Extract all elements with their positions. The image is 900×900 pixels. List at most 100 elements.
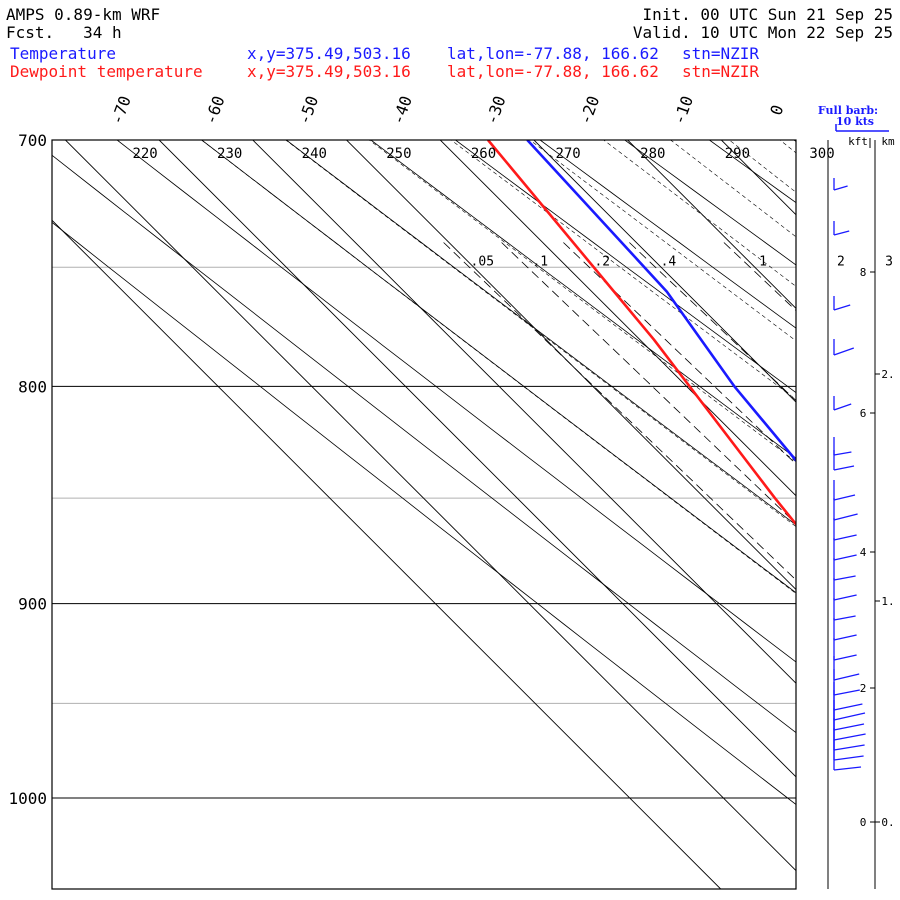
temperature-tick-label: -10 — [669, 93, 697, 127]
theta-label: 260 — [471, 146, 496, 162]
moist-adiabat — [368, 140, 796, 463]
moist-adiabat — [529, 140, 796, 342]
wind-barb-flag — [833, 703, 863, 711]
pressure-tick-label: 900 — [18, 595, 47, 614]
height-label: 0. — [881, 816, 894, 829]
temperature-tick-label: -40 — [388, 93, 416, 127]
theta-label: 250 — [386, 146, 411, 162]
temperature-tick-label: -60 — [201, 93, 229, 127]
isotherm — [626, 140, 796, 310]
height-label: 6 — [860, 407, 867, 420]
wind-barb-flag — [833, 689, 860, 696]
temperature-tick-label: -70 — [107, 93, 135, 127]
mixing-ratio-line — [629, 242, 796, 402]
plot-frame — [51, 139, 797, 890]
isotherm — [252, 140, 796, 684]
wind-barb-flag — [833, 575, 856, 581]
dry-adiabat — [370, 140, 796, 459]
temperature-tick-label: -30 — [482, 93, 510, 127]
mixing-ratio-line — [563, 242, 796, 465]
dry-adiabat — [687, 3, 900, 900]
mixing-ratio-line — [885, 243, 900, 900]
dry-adiabat — [201, 140, 796, 594]
isotherm — [720, 140, 796, 216]
theta-label: 230 — [217, 146, 242, 162]
isotherm — [158, 140, 796, 778]
height-label: 2 — [860, 682, 867, 695]
mixing-ratio-label: .4 — [661, 255, 677, 270]
height-label: 8 — [860, 266, 867, 279]
pressure-tick-label: 700 — [18, 131, 47, 150]
wind-barb-flag — [833, 513, 858, 521]
full-barb-units: 10 kts — [836, 115, 874, 128]
wind-barb-flag — [833, 185, 848, 191]
valid-time: Valid. 10 UTC Mon 22 Sep 25 — [632, 23, 893, 42]
moist-adiabat — [450, 140, 796, 400]
wind-barb-flag — [833, 615, 856, 621]
dry-adiabat — [116, 140, 796, 663]
wind-barb-flag — [833, 723, 865, 731]
isotherm — [439, 140, 796, 497]
dry-adiabat — [708, 140, 796, 204]
theta-label: 240 — [302, 146, 327, 162]
moist-adiabat — [285, 140, 796, 527]
dry-adiabat — [52, 221, 796, 806]
mixing-ratio-label: 3 — [885, 255, 893, 270]
temperature-tick-label: -50 — [294, 93, 322, 127]
theta-label: 270 — [555, 146, 580, 162]
wind-barb-flag — [833, 304, 851, 311]
mixing-ratio-label: 2 — [837, 255, 845, 270]
wind-barb-flag — [833, 451, 852, 456]
isotherm — [533, 140, 796, 403]
temperature-tick-label: -20 — [576, 93, 604, 127]
wind-barb-flag — [833, 534, 857, 541]
theta-label: 280 — [640, 146, 665, 162]
legend-dewpoint-latlon: lat,lon=-77.88, 166.62 — [447, 62, 659, 81]
full-barb-label: Full barb: — [818, 104, 878, 117]
mixing-ratio-label: 1 — [759, 255, 767, 270]
theta-label: 300 — [809, 146, 834, 162]
moist-adiabat — [201, 140, 796, 594]
isotherm — [775, 100, 900, 889]
height-label: 4 — [860, 546, 867, 559]
mixing-ratio-line — [723, 242, 796, 312]
wind-barb-flag — [833, 347, 855, 356]
pressure-tick-label: 800 — [18, 377, 47, 396]
wind-barb-flag — [833, 403, 852, 411]
theta-label: 220 — [132, 146, 157, 162]
wind-barb-flag — [833, 755, 864, 761]
legend-temperature-stn: stn=NZIR — [682, 44, 760, 63]
pressure-tick-label: 1000 — [8, 789, 47, 808]
legend-temperature-latlon: lat,lon=-77.88, 166.62 — [447, 44, 659, 63]
wind-barb-flag — [833, 766, 862, 771]
mixing-ratio-line — [802, 243, 900, 900]
temperature-profile — [526, 140, 796, 463]
height-label: 1. — [881, 595, 894, 608]
forecast-hour: Fcst. 34 h — [6, 23, 122, 42]
dry-adiabat — [52, 154, 796, 734]
legend-temperature-name: Temperature — [10, 44, 116, 63]
wind-barb-flag — [833, 230, 850, 236]
height-label: 2. — [881, 368, 894, 381]
wind-barb-flag — [833, 494, 856, 501]
wind-barb-flag — [833, 744, 865, 751]
temperature-tick-label: 0 — [766, 102, 787, 118]
moist-adiabat — [670, 140, 796, 238]
legend-temperature-xy: x,y=375.49,503.16 — [247, 44, 411, 63]
init-time: Init. 00 UTC Sun 21 Sep 25 — [642, 5, 893, 24]
wind-barb-flag — [833, 594, 857, 601]
model-title: AMPS 0.89-km WRF — [6, 5, 161, 24]
dry-adiabat — [285, 140, 796, 526]
theta-label: 290 — [725, 146, 750, 162]
dewpoint-profile — [487, 140, 796, 527]
dry-adiabat — [539, 140, 796, 329]
wind-barb-flag — [833, 712, 866, 721]
legend-dewpoint-stn: stn=NZIR — [682, 62, 760, 81]
mixing-ratio-label: .1 — [532, 255, 548, 270]
wind-barb-flag — [833, 465, 855, 471]
isotherm — [869, 100, 900, 889]
wind-barb-flag — [833, 654, 857, 661]
isotherm — [345, 140, 796, 591]
mixing-ratio-label: .05 — [471, 255, 494, 270]
height-scale-header: kft — [848, 135, 868, 148]
